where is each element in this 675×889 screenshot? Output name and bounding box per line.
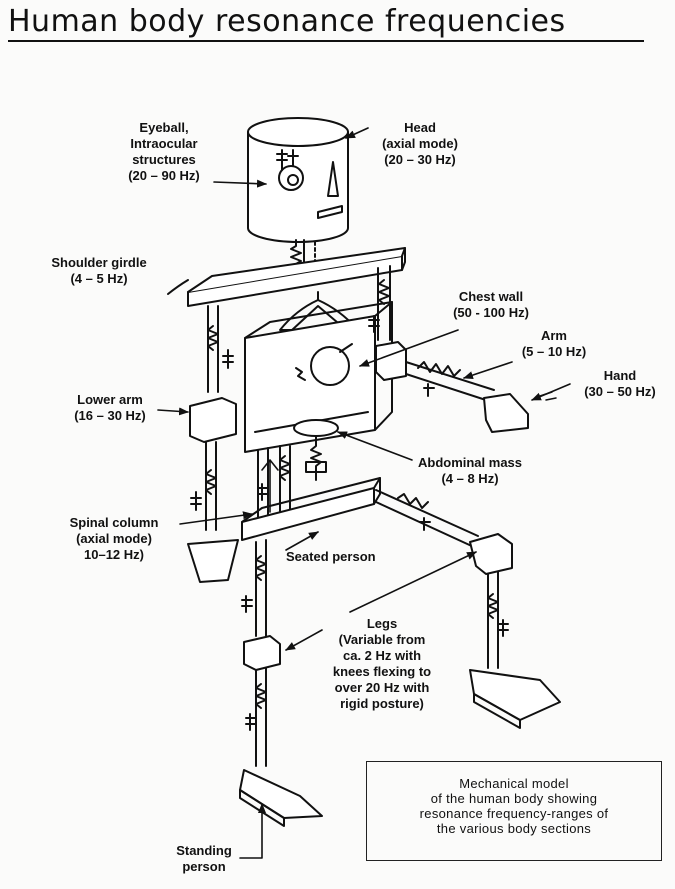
pointer-arm <box>463 361 513 379</box>
pointer-head <box>345 127 369 139</box>
eyeball-model <box>276 149 304 191</box>
pointer-chest <box>359 329 459 367</box>
right-knee-block <box>469 533 513 575</box>
caption-text: Mechanical model of the human body showin… <box>419 776 609 836</box>
right-arm <box>368 265 557 433</box>
pointer-legs-lower <box>285 629 323 651</box>
left-arm <box>187 305 239 583</box>
pointer-eyeball <box>213 179 267 188</box>
label-eyeball: Eyeball, Intraocular structures (20 – 90 Hz… <box>128 120 200 183</box>
left-foot-block <box>239 769 323 819</box>
chest-hanger <box>279 291 357 331</box>
upper-arm-block <box>375 341 407 381</box>
label-chest-wall: Chest wall (50 - 100 Hz) <box>453 289 529 320</box>
caption-box: Mechanical model of the human body showin… <box>366 761 662 861</box>
pointer-seated <box>285 531 319 551</box>
abdominal-spring <box>310 435 322 481</box>
abdominal-damper <box>305 461 327 473</box>
pointer-standing <box>239 803 266 859</box>
label-lower-arm: Lower arm (16 – 30 Hz) <box>74 392 146 423</box>
left-hand-block <box>187 539 239 583</box>
abdominal-mass-disc <box>293 419 339 437</box>
label-shoulder-girdle: Shoulder girdle (4 – 5 Hz) <box>51 255 147 286</box>
pointer-legs-upper <box>349 551 477 613</box>
pointer-lower-arm <box>157 407 189 416</box>
left-leg <box>239 539 323 827</box>
label-arm: Arm (5 – 10 Hz) <box>521 328 587 359</box>
label-standing-person: Standing person <box>176 843 232 874</box>
spine-arrow <box>261 459 279 513</box>
label-legs: Legs (Variable from ca. 2 Hz with knees fle… <box>332 616 432 711</box>
left-knee-block <box>243 635 281 671</box>
chest-box <box>244 301 393 453</box>
diagram-title: Human body resonance frequencies <box>8 4 566 39</box>
label-spinal-column: Spinal column (axial mode) 10–12 Hz) <box>69 515 159 562</box>
right-leg <box>375 489 561 729</box>
label-seated-person: Seated person <box>286 549 376 564</box>
right-hand-block <box>483 393 529 433</box>
pointer-lines <box>157 127 571 859</box>
pointer-hand <box>531 383 571 401</box>
spinal-column <box>257 445 291 521</box>
pointer-spinal <box>179 511 253 525</box>
lower-arm-block <box>189 397 237 443</box>
shoulder-girdle <box>167 247 406 307</box>
label-abdominal-mass: Abdominal mass (4 – 8 Hz) <box>417 455 523 486</box>
right-foot-block <box>469 669 561 721</box>
pointer-abdominal <box>337 431 413 461</box>
label-head: Head (axial mode) (20 – 30 Hz) <box>382 120 458 167</box>
title-underline <box>8 40 644 42</box>
label-hand: Hand (30 – 50 Hz) <box>584 368 656 399</box>
